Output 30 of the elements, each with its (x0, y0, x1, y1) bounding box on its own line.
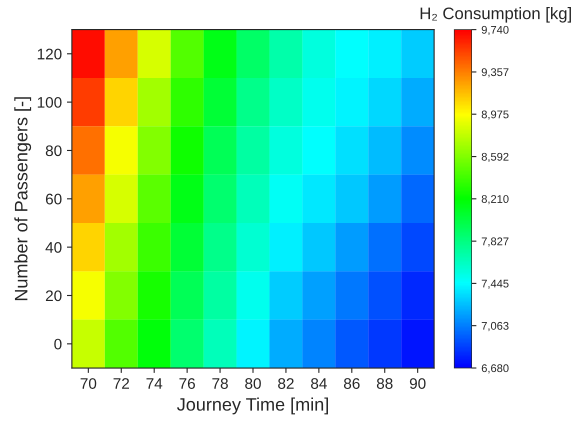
x-tick-label: 86 (344, 378, 360, 389)
x-tick-label: 70 (80, 378, 96, 389)
y-tick-label: 120 (38, 48, 62, 60)
y-tick-label: 80 (46, 145, 62, 156)
x-tick-label: 82 (278, 378, 294, 389)
x-tick-label: 74 (146, 378, 162, 389)
color-bar-label: 6,680 (482, 364, 509, 374)
color-bar-label: 7,445 (482, 280, 509, 289)
color-bar-label: 7,827 (482, 237, 508, 247)
color-bar-label: 8,210 (482, 195, 509, 204)
x-tick-label: 76 (179, 378, 195, 389)
x-tick-label: 72 (114, 378, 130, 389)
y-axis-title: Number of Passengers [-] (14, 97, 32, 300)
y-tick-label: 40 (46, 242, 62, 253)
x-axis-title: Journey Time [min] (177, 398, 328, 414)
color-bar-label: 7,063 (482, 322, 509, 332)
y-tick-label: 60 (46, 194, 62, 204)
x-tick-label: 90 (410, 378, 426, 389)
y-tick-label: 100 (38, 96, 62, 108)
color-bar-title: H₂ Consumption [kg] (420, 7, 571, 23)
x-tick-label: 78 (212, 378, 228, 389)
color-bar-label: 8,975 (482, 110, 509, 120)
y-tick-label: 20 (46, 290, 62, 302)
color-bar-label: 8,592 (482, 152, 508, 162)
x-tick-label: 84 (311, 378, 327, 389)
color-bar-label: 9,357 (482, 68, 508, 78)
y-tick-label: 0 (54, 338, 62, 350)
x-tick-label: 80 (245, 378, 261, 389)
x-tick-label: 88 (376, 378, 393, 389)
color-bar-label: 9,740 (482, 26, 509, 36)
